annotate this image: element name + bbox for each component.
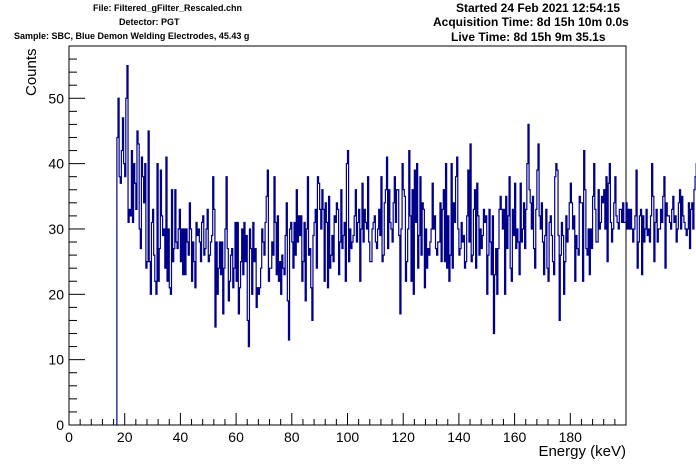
x-tick-label: 140 <box>447 429 471 445</box>
x-tick-label: 80 <box>284 429 300 445</box>
y-tick-label: 20 <box>48 286 64 302</box>
y-axis-title: Counts <box>23 48 40 96</box>
x-tick-label: 0 <box>65 429 73 445</box>
x-tick-label: 40 <box>173 429 189 445</box>
spectrum-series <box>115 65 696 426</box>
y-tick-label: 10 <box>48 352 64 368</box>
sample-label: Sample: SBC, Blue Demon Welding Electrod… <box>14 31 250 41</box>
x-axis-title: Energy (keV) <box>538 443 626 460</box>
x-tick-label: 160 <box>503 429 527 445</box>
started-label: Started 24 Feb 2021 12:54:15 <box>456 1 621 15</box>
detector-label: Detector: PGT <box>119 17 180 27</box>
y-tick-label: 50 <box>48 90 64 106</box>
x-tick-label: 100 <box>336 429 360 445</box>
x-tick-label: 180 <box>559 429 583 445</box>
acquisition-time-label: Acquisition Time: 8d 15h 10m 0.0s <box>433 15 629 29</box>
y-tick-label: 30 <box>48 221 64 237</box>
y-tick-label: 40 <box>48 156 64 172</box>
x-tick-label: 120 <box>392 429 416 445</box>
live-time-label: Live Time: 8d 15h 9m 35.1s <box>451 30 606 44</box>
file-label: File: Filtered_gFilter_Rescaled.chn <box>93 3 243 13</box>
y-tick-label: 0 <box>56 417 64 433</box>
x-tick-label: 20 <box>117 429 133 445</box>
axis-tick-labels: 0 20 40 60 80 100 120 140 160 180 0 10 20 30 40 50 <box>48 90 582 445</box>
x-tick-label: 60 <box>228 429 244 445</box>
axis-ticks <box>68 45 616 426</box>
